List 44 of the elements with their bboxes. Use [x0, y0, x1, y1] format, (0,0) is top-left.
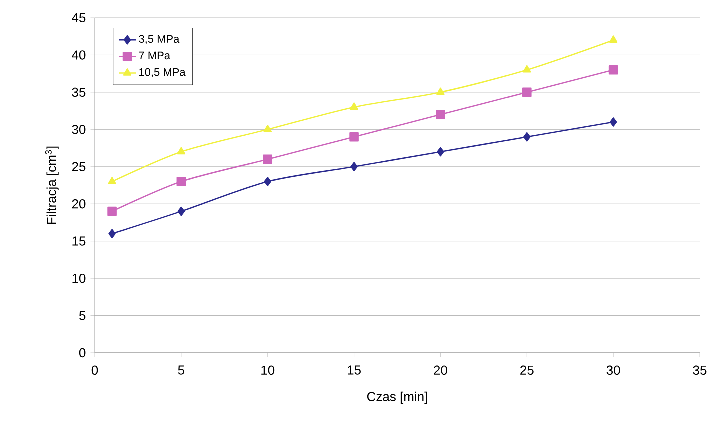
- y-axis-title: Filtracja [cm$^{3}$]: [45, 146, 59, 224]
- point: [436, 110, 446, 120]
- point: [350, 162, 358, 172]
- legend-label: 10,5 MPa: [140, 68, 186, 78]
- y-tick-label: 5: [79, 311, 86, 320]
- point: [609, 36, 618, 43]
- point: [350, 102, 358, 110]
- x-tick-label: 5: [178, 366, 184, 375]
- point: [108, 177, 116, 184]
- y-tick-label: 20: [72, 200, 86, 209]
- point: [264, 125, 272, 132]
- x-tick-label: 35: [693, 366, 707, 376]
- y-tick-label: 40: [72, 50, 86, 60]
- y-tick-label: 25: [72, 162, 86, 172]
- x-tick-label: 25: [520, 366, 534, 376]
- point: [178, 206, 186, 216]
- x-axis-title: Czas [min]: [367, 392, 428, 404]
- point: [523, 65, 532, 73]
- point: [350, 132, 359, 142]
- point: [108, 206, 117, 216]
- point: [263, 154, 273, 164]
- y-tick-label: 35: [72, 88, 86, 98]
- x-tick-label: 15: [348, 366, 361, 375]
- point: [108, 229, 116, 239]
- point: [610, 118, 618, 127]
- y-tick-label: 10: [72, 274, 86, 284]
- point: [437, 147, 444, 157]
- legend-label: 3,5 MPa: [139, 35, 180, 44]
- point: [177, 147, 186, 155]
- point: [176, 177, 186, 186]
- y-tick-label: 0: [79, 348, 86, 358]
- x-tick-label: 0: [92, 366, 98, 376]
- legend-label: 7 MPa: [139, 52, 171, 60]
- y-tick-label: 15: [72, 236, 86, 246]
- point: [523, 132, 531, 142]
- x-tick-label: 10: [262, 366, 275, 376]
- point: [436, 88, 445, 96]
- y-tick-label: 45: [72, 13, 86, 23]
- point: [522, 88, 532, 98]
- x-tick-label: 20: [434, 366, 448, 376]
- point: [608, 65, 618, 75]
- x-tick-label: 30: [606, 366, 620, 376]
- point: [264, 177, 272, 186]
- y-tick-label: 30: [72, 125, 86, 134]
